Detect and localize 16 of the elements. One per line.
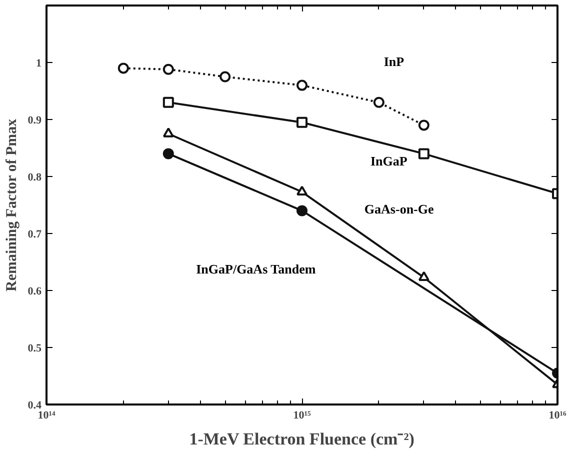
y-tick-label: 0.4 — [28, 400, 42, 412]
annotation: InGaP/GaAs Tandem — [196, 261, 316, 276]
x-tick-label: 10¹⁵ — [293, 410, 312, 422]
y-tick-label: 0.5 — [28, 342, 42, 354]
x-tick-label: 10¹⁶ — [548, 410, 567, 422]
annotation: InP — [384, 54, 404, 69]
y-tick-label: 0.8 — [28, 172, 42, 184]
annotation: InGaP — [370, 154, 408, 169]
x-tick-label: 10¹⁴ — [38, 410, 56, 422]
y-tick-label: 0.7 — [28, 228, 42, 240]
annotation: GaAs-on-Ge — [364, 201, 434, 216]
y-tick-label: 0.6 — [28, 286, 42, 298]
y-tick-label: 1 — [36, 58, 42, 70]
x-axis-title: 1-MeV Electron Fluence (cm⁻²) — [189, 430, 414, 448]
y-tick-label: 0.9 — [28, 114, 42, 126]
y-axis-title: Remaining Factor of Pmax — [4, 118, 20, 292]
